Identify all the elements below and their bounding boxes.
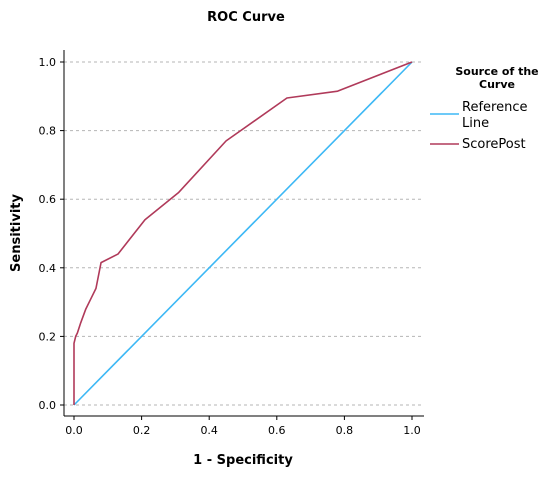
legend-label-reference-line-2: Line — [462, 116, 489, 131]
legend-label-reference-line-1: Reference — [462, 100, 527, 115]
y-tick-label: 0.4 — [39, 262, 57, 275]
x-tick-label: 0.0 — [65, 424, 83, 437]
series-line-scorepost — [73, 61, 413, 405]
x-axis-label: 1 - Specificity — [193, 453, 293, 468]
chart-title: ROC Curve — [207, 10, 285, 25]
legend-label-scorepost: ScorePost — [462, 137, 526, 152]
x-tick-label: 0.8 — [336, 424, 354, 437]
x-tick-label: 0.4 — [200, 424, 218, 437]
legend-title-line-2: Curve — [479, 78, 515, 91]
y-tick-label: 1.0 — [39, 56, 57, 69]
y-tick-label: 0.8 — [39, 125, 57, 138]
legend-title-line-1: Source of the — [455, 65, 538, 78]
series-line-reference-line — [73, 61, 413, 406]
y-tick-label: 0.6 — [39, 193, 57, 206]
legend: Source of the Curve Reference Line Score… — [430, 65, 539, 152]
x-tick-label: 1.0 — [403, 424, 421, 437]
series-lines — [73, 61, 413, 406]
x-tick-label: 0.6 — [268, 424, 286, 437]
y-tick-label: 0.0 — [39, 399, 57, 412]
x-tick-labels: 0.0 0.2 0.4 0.6 0.8 1.0 — [65, 416, 421, 437]
grid-lines — [64, 61, 424, 406]
x-tick-label: 0.2 — [133, 424, 151, 437]
y-tick-label: 0.2 — [39, 330, 57, 343]
y-axis-label: Sensitivity — [9, 194, 24, 272]
y-tick-labels: 0.0 0.2 0.4 0.6 0.8 1.0 — [39, 56, 64, 412]
